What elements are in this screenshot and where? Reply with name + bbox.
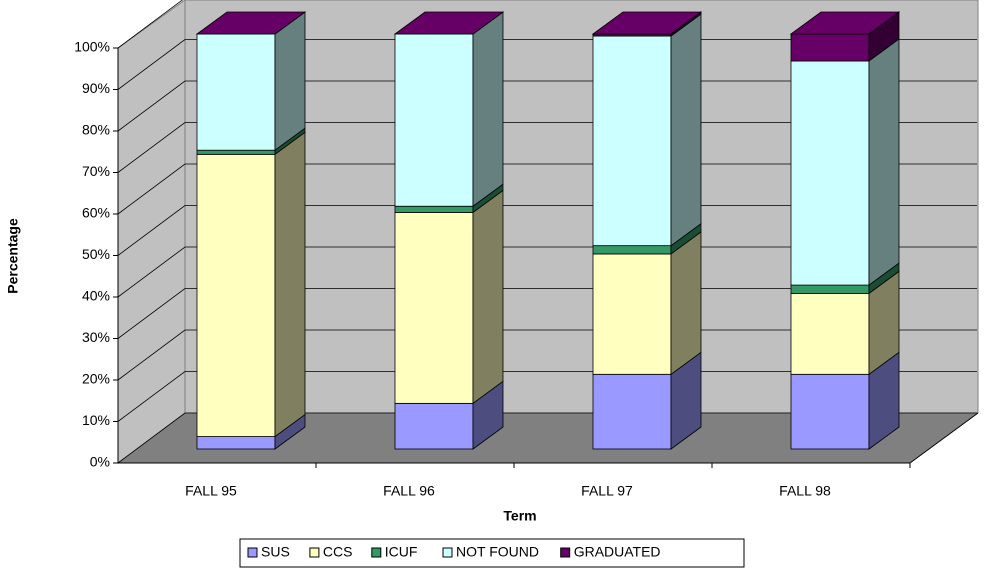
grid-line xyxy=(117,163,977,215)
legend-swatch xyxy=(442,547,453,558)
y-tick-label: 30% xyxy=(82,329,110,345)
y-tick-label: 70% xyxy=(82,163,110,179)
x-tick-label: FALL 97 xyxy=(581,483,633,499)
legend-label: GRADUATED xyxy=(574,544,661,560)
y-tick-label: 10% xyxy=(82,412,110,428)
grid-line xyxy=(117,0,183,49)
bar-side xyxy=(868,38,900,286)
bar-front xyxy=(394,402,474,450)
bar-front xyxy=(592,373,672,450)
bar-top xyxy=(195,11,307,35)
grid-line xyxy=(117,288,977,339)
bar-front xyxy=(196,33,276,151)
x-tick-label: FALL 95 xyxy=(185,483,237,499)
grid-line xyxy=(117,39,977,90)
bar-side xyxy=(472,189,504,405)
legend-label: NOT FOUND xyxy=(456,544,539,560)
bar-front xyxy=(790,292,870,375)
bar-front xyxy=(790,373,870,450)
bar-side xyxy=(274,11,306,151)
grid-line xyxy=(117,80,977,132)
bar-top xyxy=(393,11,505,35)
y-tick-label: 60% xyxy=(82,205,110,221)
legend-label: SUS xyxy=(261,544,290,560)
grid-line xyxy=(117,329,977,381)
bar-top xyxy=(591,11,703,35)
grid-line xyxy=(117,205,977,256)
bar-side xyxy=(274,131,306,438)
grid-line xyxy=(117,371,977,422)
legend-label: ICUF xyxy=(385,544,418,560)
bar-front xyxy=(196,153,276,437)
bar-front xyxy=(394,205,474,213)
floor xyxy=(118,413,978,463)
bar-front xyxy=(196,149,276,155)
legend-label: CCS xyxy=(323,544,353,560)
bar-front xyxy=(592,253,672,375)
bar-top xyxy=(789,11,901,35)
x-axis-title: Term xyxy=(503,508,536,524)
y-tick-label: 40% xyxy=(82,288,110,304)
bar-side xyxy=(472,11,504,208)
grid-line xyxy=(117,246,977,298)
bar-front xyxy=(790,33,870,62)
grid-line xyxy=(117,122,977,173)
bar-side xyxy=(670,231,702,376)
x-tick-label: FALL 96 xyxy=(383,483,435,499)
legend-swatch xyxy=(309,547,320,558)
y-tick-label: 90% xyxy=(82,80,110,96)
y-tick-label: 0% xyxy=(90,454,110,470)
bar-front xyxy=(790,284,870,294)
y-axis-title: Percentage xyxy=(5,218,21,294)
floor-edge xyxy=(909,412,979,464)
legend-swatch xyxy=(560,547,571,558)
bar-front xyxy=(394,212,474,404)
bar-front xyxy=(196,436,276,450)
bar-side xyxy=(670,13,702,247)
x-tick-label: FALL 98 xyxy=(779,483,831,499)
side-wall xyxy=(117,0,186,464)
bar-front xyxy=(592,35,672,247)
bar-front xyxy=(394,33,474,207)
y-tick-label: 20% xyxy=(82,371,110,387)
bar-front xyxy=(790,60,870,286)
legend-swatch xyxy=(371,547,382,558)
grid-line xyxy=(117,412,977,464)
bar-front xyxy=(592,245,672,255)
legend-swatch xyxy=(247,547,258,558)
y-tick-label: 80% xyxy=(82,122,110,138)
legend xyxy=(239,538,745,568)
y-tick-label: 50% xyxy=(82,246,110,262)
y-tick-label: 100% xyxy=(74,39,110,55)
